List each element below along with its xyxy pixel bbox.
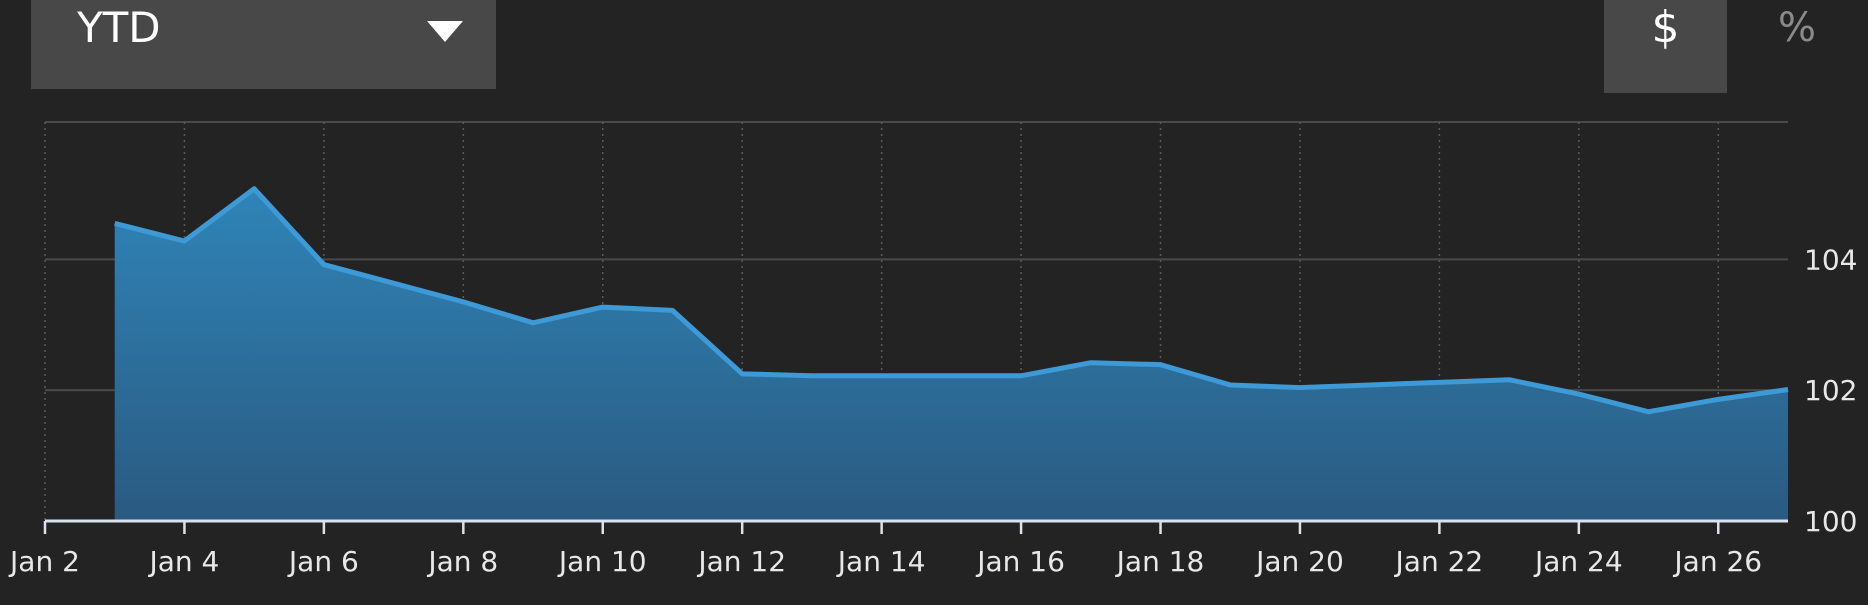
x-tick-label: Jan 20 xyxy=(1254,545,1344,578)
x-tick-label: Jan 14 xyxy=(836,545,926,578)
x-tick-label: Jan 22 xyxy=(1394,545,1484,578)
percent-toggle-button[interactable]: % xyxy=(1777,5,1816,51)
dollar-toggle-button[interactable]: $ xyxy=(1604,0,1727,93)
x-tick-label: Jan 10 xyxy=(557,545,647,578)
x-tick-label: Jan 24 xyxy=(1533,545,1623,578)
chevron-down-icon xyxy=(427,21,463,42)
series-line xyxy=(114,186,1789,415)
x-tick-label: Jan 4 xyxy=(147,545,219,578)
y-tick-label: 100 xyxy=(1804,505,1857,538)
series-area xyxy=(114,188,1789,522)
y-tick-label: 102 xyxy=(1804,374,1857,407)
x-tick-label: Jan 16 xyxy=(975,545,1065,578)
y-tick-label: 104 xyxy=(1804,243,1857,276)
x-tick-label: Jan 8 xyxy=(426,545,498,578)
x-tick-label: Jan 2 xyxy=(8,545,80,578)
range-dropdown-label: YTD xyxy=(77,3,161,52)
x-tick-label: Jan 6 xyxy=(287,545,359,578)
x-tick-label: Jan 26 xyxy=(1672,545,1762,578)
x-tick-label: Jan 12 xyxy=(696,545,786,578)
range-dropdown[interactable]: YTD xyxy=(31,0,496,89)
x-tick-label: Jan 18 xyxy=(1115,545,1205,578)
